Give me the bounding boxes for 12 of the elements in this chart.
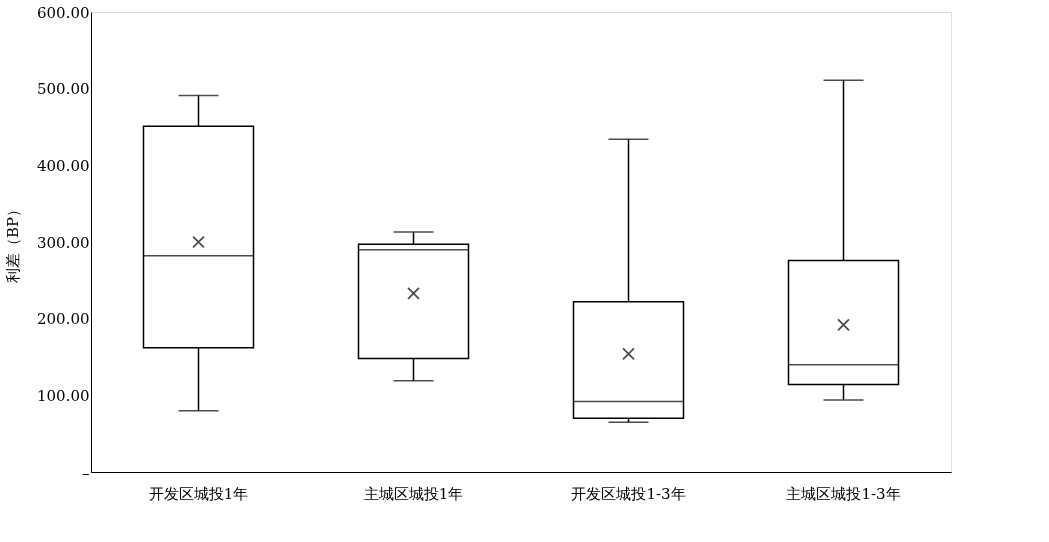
y-tick-label: – xyxy=(82,463,90,482)
y-tick-label: 100.00 xyxy=(37,386,90,405)
y-tick-label: 200.00 xyxy=(37,310,90,329)
y-tick-label: 600.00 xyxy=(37,3,90,22)
y-tick-label: 400.00 xyxy=(37,156,90,175)
x-tick-label: 主城区城投1-3年 xyxy=(786,484,901,503)
y-tick-label: 500.00 xyxy=(37,80,90,99)
y-tick-label: 300.00 xyxy=(37,233,90,252)
y-axis-title: 利差（BP） xyxy=(4,201,23,284)
x-tick-label: 开发区城投1年 xyxy=(148,484,249,503)
x-tick-label: 开发区城投1-3年 xyxy=(571,484,686,503)
x-tick-label: 主城区城投1年 xyxy=(363,484,464,503)
